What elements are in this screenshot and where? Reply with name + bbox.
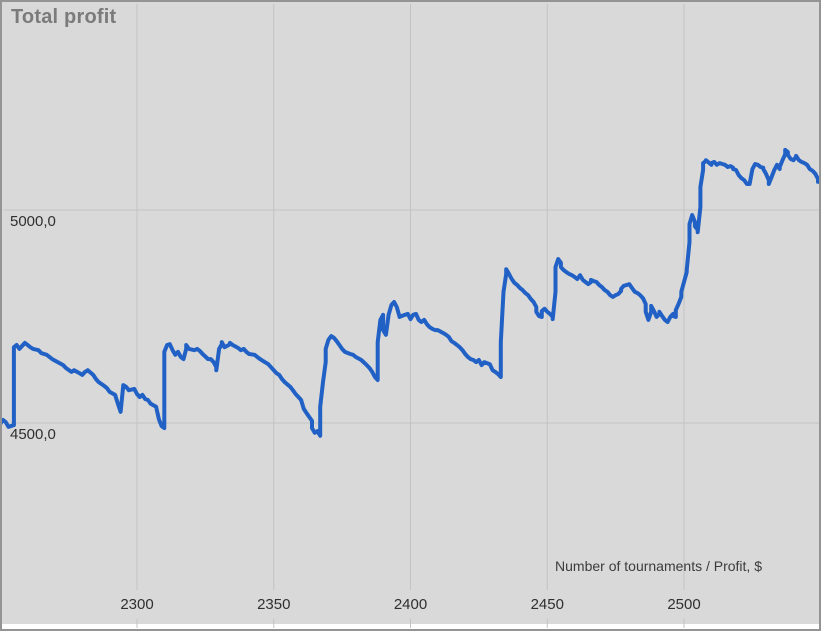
y-tick-label: 5000,0	[10, 213, 56, 230]
chart-title: Total profit	[11, 6, 117, 28]
profit-line-series	[2, 147, 819, 438]
y-tick-label: 4500,0	[10, 426, 56, 443]
x-tick-label: 2300	[120, 596, 154, 613]
axis-label: Number of tournaments / Profit, $	[555, 558, 762, 574]
x-tick-label: 2500	[667, 596, 701, 613]
x-tick-label: 2450	[530, 596, 564, 613]
x-tick-label: 2400	[393, 596, 428, 613]
x-tick-label: 2350	[257, 596, 291, 613]
